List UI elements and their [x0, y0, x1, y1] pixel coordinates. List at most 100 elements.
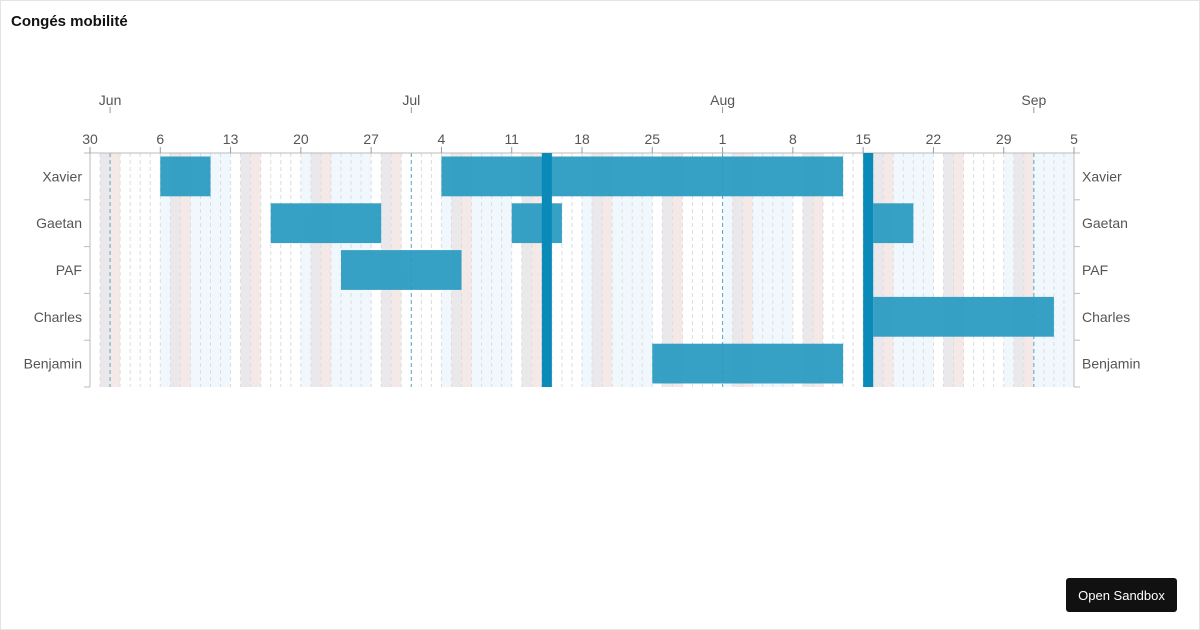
weekday-band — [330, 153, 342, 387]
sunday-band — [250, 153, 261, 387]
weekday-band — [90, 153, 101, 387]
saturday-band — [732, 153, 743, 387]
row-label-left: Benjamin — [24, 356, 82, 372]
week-tick-label: 20 — [293, 131, 309, 147]
weekday-band — [642, 153, 653, 387]
weekday-band — [511, 153, 522, 387]
weekday-band — [481, 153, 492, 387]
holiday-marker — [541, 153, 552, 387]
weekday-band — [561, 153, 572, 387]
week-tick-label: 18 — [574, 131, 590, 147]
weekday-band — [772, 153, 783, 387]
vacation-bar — [441, 156, 844, 197]
weekday-band — [712, 153, 723, 387]
sunday-band — [320, 153, 331, 387]
week-tick-label: 15 — [855, 131, 871, 147]
weekday-band — [923, 153, 934, 387]
weekday-band — [752, 153, 763, 387]
vacation-bars — [160, 156, 1054, 384]
saturday-band — [943, 153, 954, 387]
weekday-band — [702, 153, 713, 387]
week-tick-label: 22 — [926, 131, 942, 147]
month-tick-label: Aug — [710, 92, 735, 108]
week-tick-label: 11 — [504, 131, 519, 147]
weekday-band — [280, 153, 291, 387]
vacation-bar — [160, 156, 211, 197]
weekday-band — [652, 153, 663, 387]
vacation-bar — [873, 203, 914, 244]
weekday-band — [200, 153, 211, 387]
weekday-band — [1053, 153, 1064, 387]
weekday-band — [692, 153, 703, 387]
row-label-right: PAF — [1082, 262, 1108, 278]
vacation-bar — [270, 203, 382, 244]
weekday-band — [993, 153, 1004, 387]
weekday-band — [612, 153, 623, 387]
weekday-band — [822, 153, 834, 387]
saturday-band — [170, 153, 181, 387]
week-tick-label: 1 — [719, 131, 727, 147]
weekday-band — [210, 153, 221, 387]
saturday-band — [310, 153, 321, 387]
page-title: Congés mobilité — [11, 13, 128, 30]
weekday-band — [1043, 153, 1054, 387]
sunday-band — [953, 153, 964, 387]
week-tick-label: 4 — [438, 131, 446, 147]
holiday-markers — [541, 153, 874, 387]
weekday-band — [120, 153, 131, 387]
month-tick-label: Jun — [99, 92, 122, 108]
weekday-band — [551, 153, 562, 387]
week-tick-label: 5 — [1070, 131, 1078, 147]
saturday-band — [240, 153, 251, 387]
weekday-band — [230, 153, 241, 387]
sunday-band — [180, 153, 191, 387]
week-tick-label: 8 — [789, 131, 797, 147]
weekday-band — [973, 153, 984, 387]
week-tick-label: 27 — [363, 131, 379, 147]
sunday-band — [531, 153, 542, 387]
row-label-right: Benjamin — [1082, 356, 1140, 372]
saturday-band — [521, 153, 532, 387]
open-sandbox-button[interactable]: Open Sandbox — [1066, 578, 1177, 612]
weekday-band — [220, 153, 231, 387]
weekday-band — [501, 153, 512, 387]
sunday-band — [1023, 153, 1034, 387]
holiday-marker — [863, 153, 874, 387]
vacation-bar — [873, 296, 1054, 337]
vacation-bar — [511, 203, 562, 244]
weekday-band — [622, 153, 633, 387]
weekday-band — [913, 153, 924, 387]
weekday-band — [130, 153, 141, 387]
weekday-band — [140, 153, 151, 387]
weekday-band — [963, 153, 974, 387]
row-label-left: Xavier — [42, 168, 82, 184]
week-tick-label: 29 — [996, 131, 1012, 147]
saturday-band — [662, 153, 673, 387]
weekday-band — [290, 153, 301, 387]
month-tick-label: Jul — [402, 92, 420, 108]
sunday-band — [742, 153, 753, 387]
row-label-left: Charles — [34, 309, 82, 325]
row-label-right: Charles — [1082, 309, 1130, 325]
row-label-right: Xavier — [1082, 168, 1122, 184]
weekday-band — [1003, 153, 1014, 387]
weekday-band — [903, 153, 914, 387]
vacation-bar — [341, 250, 462, 290]
axes — [84, 107, 1080, 388]
weekday-band — [833, 153, 844, 387]
saturday-band — [592, 153, 603, 387]
weekday-band — [893, 153, 904, 387]
week-tick-label: 30 — [82, 131, 98, 147]
weekday-band — [933, 153, 944, 387]
weekday-band — [1063, 153, 1074, 387]
weekday-band — [1033, 153, 1044, 387]
sunday-band — [602, 153, 613, 387]
saturday-band — [100, 153, 111, 387]
month-tick-label: Sep — [1021, 92, 1046, 108]
saturday-band — [802, 153, 813, 387]
weekday-band — [843, 153, 854, 387]
sunday-band — [461, 153, 472, 387]
week-tick-label: 13 — [223, 131, 239, 147]
sunday-band — [672, 153, 683, 387]
